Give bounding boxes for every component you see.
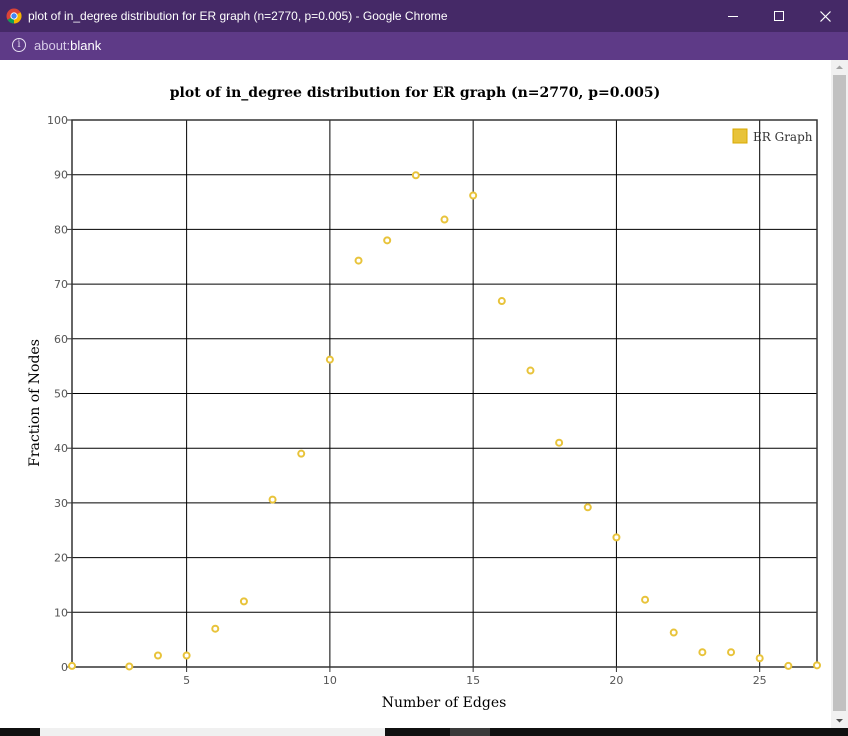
data-point [813,661,821,670]
data-point [411,171,420,180]
data-point [583,503,592,512]
x-tick-label: 25 [753,674,767,687]
data-point [497,297,506,306]
y-tick-label: 0 [61,661,68,674]
x-tick-label: 5 [183,674,190,687]
minimize-icon [728,16,738,17]
data-point [182,651,191,660]
data-point [153,651,162,660]
data-point [641,595,650,604]
data-point [211,624,220,633]
y-tick-label: 90 [54,169,68,182]
x-tick-label: 15 [466,674,480,687]
y-axis: 0 10 20 30 40 50 60 70 80 90 100 [47,114,72,674]
data-point [440,215,449,224]
legend[interactable]: ER Graph [732,128,813,144]
data-point [297,449,306,458]
data-point [354,256,363,265]
taskbar-strip [0,728,848,736]
minimize-button[interactable] [710,0,756,32]
url-scheme: about: [34,38,71,53]
data-point [784,661,793,670]
chart: plot of in_degree distribution for ER gr… [27,85,821,711]
y-tick-label: 60 [54,333,68,346]
data-point [755,654,764,663]
y-axis-label: Fraction of Nodes [27,339,43,467]
taskbar-segment [450,728,490,736]
scrollbar-thumb[interactable] [833,75,846,711]
maximize-icon [774,11,784,21]
legend-swatch [732,128,748,144]
scroll-up-button[interactable] [831,60,848,75]
data-point [325,355,334,364]
y-tick-label: 10 [54,606,68,619]
data-point [239,597,248,606]
data-point [68,661,76,670]
url-text[interactable]: about:blank [34,38,101,54]
data-point [669,628,678,637]
data-point [268,495,277,504]
data-point [698,648,707,657]
window-titlebar: plot of in_degree distribution for ER gr… [0,0,848,32]
data-point [526,366,535,375]
y-tick-label: 70 [54,278,68,291]
y-tick-label: 50 [54,388,68,401]
data-point [383,236,392,245]
address-bar: i about:blank [0,32,848,60]
chart-title: plot of in_degree distribution for ER gr… [170,85,660,101]
y-tick-label: 20 [54,552,68,565]
y-tick-label: 30 [54,497,68,510]
data-point [469,191,478,200]
x-axis-label: Number of Edges [382,695,507,711]
maximize-button[interactable] [756,0,802,32]
info-icon[interactable]: i [12,38,26,52]
close-icon [819,10,831,22]
vertical-scrollbar[interactable] [831,60,848,728]
y-tick-label: 40 [54,442,68,455]
scroll-down-icon [836,719,843,723]
data-point [125,662,134,671]
x-tick-label: 20 [609,674,623,687]
close-button[interactable] [802,0,848,32]
scroll-down-button[interactable] [831,713,848,728]
data-point [612,533,621,542]
data-point [727,648,736,657]
scroll-up-icon [836,65,843,69]
url-host: blank [70,38,102,53]
x-axis: 5 10 15 20 25 [183,667,767,687]
data-point [555,438,564,447]
y-tick-label: 100 [47,114,68,127]
x-tick-label: 10 [323,674,337,687]
page-content: plot of in_degree distribution for ER gr… [1,60,831,728]
legend-label: ER Graph [753,130,813,144]
taskbar-segment [40,728,385,736]
grid-lines [72,120,817,667]
window-title: plot of in_degree distribution for ER gr… [28,9,448,23]
data-points [68,171,821,671]
chrome-icon [6,8,22,24]
y-tick-label: 80 [54,223,68,236]
